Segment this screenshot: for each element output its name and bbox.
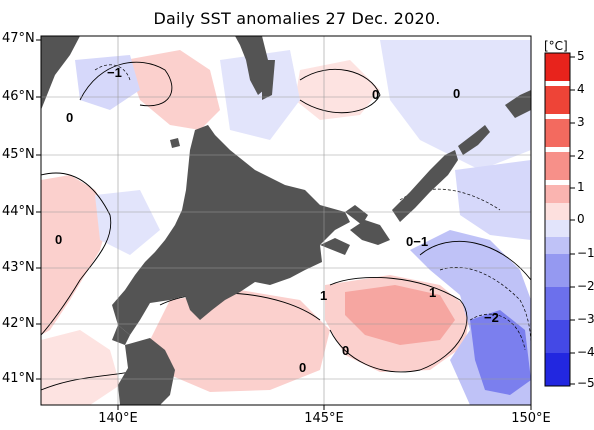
contour-label: 0	[299, 360, 306, 375]
anomaly-patch-sw-warm	[41, 330, 120, 405]
anomaly-patch-east-cold-core	[470, 310, 531, 395]
lat-label: 44°N	[2, 204, 35, 219]
anomaly-patch-sea-of-japan-cold	[95, 190, 160, 255]
anomaly-patch-far-east-cold	[455, 160, 531, 240]
anomaly-patch-okhotsk-cold	[380, 40, 531, 170]
land-asian-coast	[41, 36, 80, 110]
anomaly-patch-northeast-warm	[295, 60, 380, 120]
colorbar-swatch	[545, 203, 570, 220]
colorbar-swatch	[545, 119, 570, 147]
graticule	[41, 36, 531, 405]
colorbar-swatch	[545, 287, 570, 320]
contour-label: 1	[429, 285, 436, 300]
lon-label: 150°E	[511, 411, 551, 426]
land-iturup	[392, 150, 458, 222]
colorbar-tick-label: −2	[577, 279, 594, 293]
colorbar-swatch	[545, 185, 570, 203]
colorbar-tick-label: 0	[577, 212, 585, 226]
land-nemuro-peninsula	[320, 238, 350, 255]
lon-label: 140°E	[98, 411, 138, 426]
map-frame	[40, 35, 532, 406]
land-kunashir	[350, 220, 390, 245]
land-honshu	[118, 338, 175, 405]
colorbar-tick-label: 5	[577, 49, 585, 63]
lat-label: 45°N	[2, 147, 35, 162]
lat-label: 41°N	[2, 371, 35, 386]
land-rishiri	[170, 138, 180, 148]
colorbar-swatch	[545, 53, 570, 81]
contour-label-layer: −1 0 0 0 0 0−1 1 1 −2 0 0	[55, 65, 499, 375]
colorbar-unit: [°C]	[544, 39, 568, 53]
contour-label: −2	[484, 310, 499, 325]
lon-label: 145°E	[304, 411, 344, 426]
anomaly-field	[41, 36, 531, 405]
map-title: Daily SST anomalies 27 Dec. 2020.	[153, 9, 441, 28]
contour-label: −1	[107, 65, 122, 80]
colorbar	[544, 52, 575, 387]
lat-label: 43°N	[2, 260, 35, 275]
colorbar-tick-label: −5	[577, 376, 594, 390]
anomaly-patch-west-warm	[41, 175, 110, 335]
anomaly-patch-nw-cold	[75, 55, 140, 110]
colorbar-tick-label: −4	[577, 345, 594, 359]
anomaly-patch-south-warm-light	[150, 290, 330, 392]
contour-label: 0	[342, 343, 349, 358]
colorbar-tick-label: 4	[577, 82, 585, 96]
anomaly-patch-sakhalin-cold	[220, 50, 300, 140]
colorbar-tick-label: 3	[577, 115, 585, 129]
land-urup	[458, 125, 490, 155]
land-shiretoko-peninsula	[345, 205, 368, 225]
colorbar-swatch	[545, 152, 570, 180]
colorbar-tick-label: 1	[577, 180, 585, 194]
contour-label: 1	[320, 288, 327, 303]
land-masses	[41, 36, 531, 405]
colorbar-tick-label: −1	[577, 246, 594, 260]
axis-ticks	[36, 39, 532, 410]
land-oshima-peninsula	[112, 325, 130, 345]
anomaly-patch-north-warm	[125, 50, 220, 130]
colorbar-swatch	[545, 254, 570, 287]
contour-label: 0	[372, 87, 379, 102]
contour-label: 0	[55, 232, 62, 247]
colorbar-tick-label: −3	[577, 312, 594, 326]
land-sakhalin-south	[262, 60, 275, 100]
colorbar-swatch	[545, 353, 570, 386]
land-sakhalin	[235, 36, 270, 95]
colorbar-swatch	[545, 237, 570, 254]
lat-label: 46°N	[2, 89, 35, 104]
contour-label: 0	[453, 86, 460, 101]
contour-label: 0−1	[406, 234, 428, 249]
colorbar-swatch	[545, 86, 570, 114]
lat-label: 42°N	[2, 316, 35, 331]
anomaly-patch-kuril-warm-core	[345, 285, 455, 345]
colorbar-swatch	[545, 320, 570, 353]
colorbar-tick-label: 2	[577, 148, 585, 162]
contour-label: 0	[66, 110, 73, 125]
land-hokkaido	[112, 125, 350, 335]
colorbar-swatch	[545, 220, 570, 237]
lat-label: 47°N	[2, 31, 35, 46]
